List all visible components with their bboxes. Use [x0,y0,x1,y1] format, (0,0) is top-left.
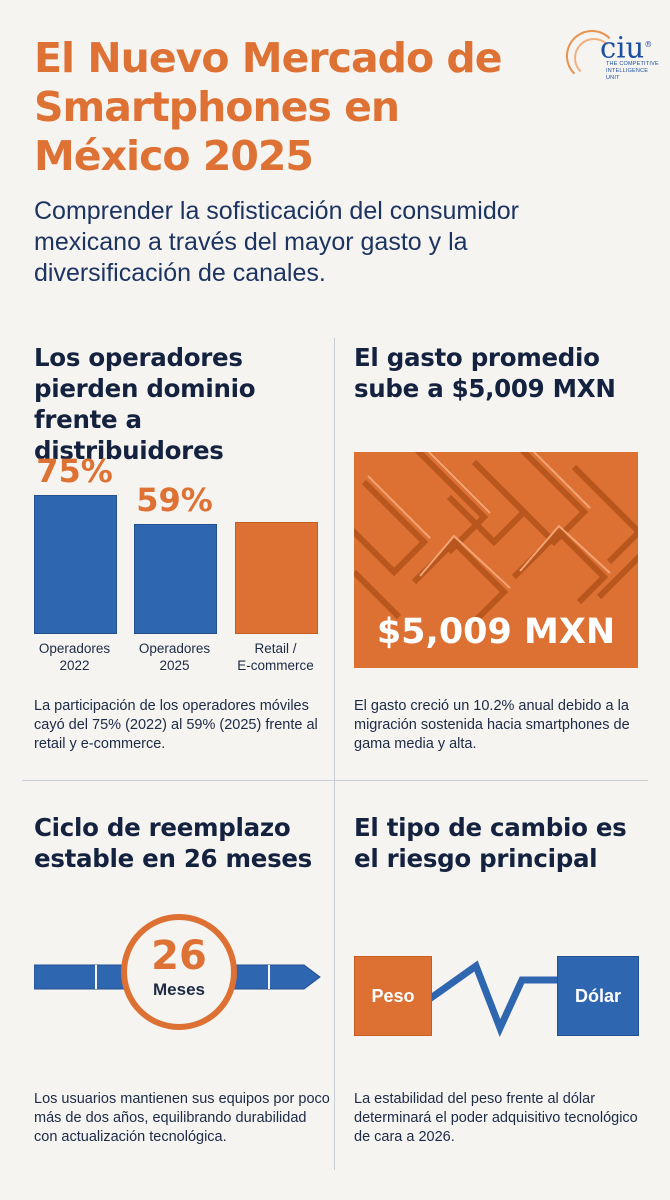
horizontal-divider [22,780,648,781]
bar-value-label-1: 75% [36,452,113,490]
bar-category-line: Retail / [254,641,297,656]
bar-category-line: Operadores [138,641,211,656]
cycle-unit: Meses [153,980,205,999]
spend-description: El gasto creció un 10.2% anual debido a … [354,698,630,752]
peso-label: Peso [371,985,415,1006]
logo-registered-mark: ® [644,40,653,49]
fx-panel-title: El tipo de cambio es el riesgo principal [354,813,627,873]
cycle-panel-title: Ciclo de reemplazo estable en 26 meses [34,813,312,873]
dolar-box: Dólar [557,956,639,1036]
page-subtitle: Comprender la sofisticación del consumid… [34,197,519,287]
bar-2 [134,524,217,634]
fx-description: La estabilidad del peso frente al dólar … [354,1091,638,1145]
dolar-label: Dólar [574,985,621,1006]
logo-arc-inner [574,38,614,78]
bar-category-label-1: Operadores 2022 [24,640,125,674]
spend-value-card: $5,009 MXN [354,452,638,668]
vertical-divider [334,338,335,1170]
cycle-badge: 26 Meses [121,914,237,1030]
logo-word: ciu [600,30,645,65]
bar-category-line: 2025 [159,658,190,673]
operators-description: La participación de los operadores móvil… [34,698,318,752]
bar-category-line: Operadores [38,641,111,656]
logo-tagline: THE COMPETITIVE INTELLIGENCE UNIT [606,61,659,81]
spend-value: $5,009 MXN [376,612,616,652]
cycle-description: Los usuarios mantienen sus equipos por p… [34,1091,330,1145]
logo-arc-outer [566,30,618,82]
spend-panel-title: El gasto promedio sube a $5,009 MXN [354,343,616,403]
peso-box: Peso [354,956,432,1036]
bar-value-label-2: 59% [136,481,213,519]
geometric-pattern [354,452,638,668]
bar-category-line: E-commerce [237,658,314,673]
ciu-logo-icon: ciu® THE COMPETITIVE INTELLIGENCE UNIT [562,26,660,82]
operators-panel-title: Los operadores pierden dominio frente a … [34,343,256,465]
bar-3 [235,522,318,634]
bar-1 [34,495,117,634]
bar-category-label-2: Operadores 2025 [124,640,225,674]
logo-wordmark: ciu® [600,30,652,63]
zigzag-line-icon [428,960,558,1037]
bar-category-line: 2022 [59,658,90,673]
cycle-number: 26 [151,933,207,979]
bar-category-label-3: Retail / E-commerce [225,640,326,674]
page-title: El Nuevo Mercado de Smartphones en Méxic… [34,34,503,180]
